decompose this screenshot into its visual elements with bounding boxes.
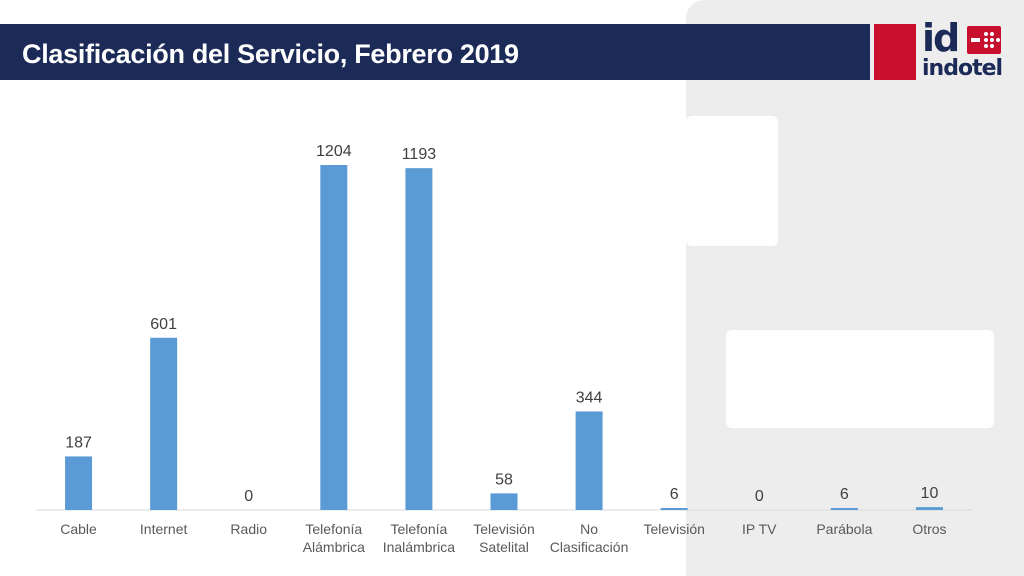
category-tick-label: Telefonía Inalámbrica — [383, 521, 456, 555]
logo-id-mark: id — [922, 16, 960, 60]
indotel-logo: id indotel — [922, 16, 1006, 86]
bar — [405, 168, 433, 511]
background-cutout-bottom — [726, 330, 994, 428]
category-tick-label: Radio — [230, 521, 267, 537]
bar — [320, 165, 348, 510]
category-tick-label: Cable — [60, 521, 97, 537]
data-label: 0 — [755, 488, 764, 505]
page-title: Clasificación del Servicio, Febrero 2019 — [22, 39, 519, 69]
data-label: 1193 — [402, 146, 437, 163]
data-label: 1204 — [316, 143, 352, 160]
data-label: 0 — [244, 488, 253, 505]
bar — [830, 508, 858, 510]
bar — [915, 507, 943, 510]
data-label: 10 — [921, 485, 939, 502]
category-tick-label: Otros — [912, 521, 946, 537]
data-label: 58 — [495, 471, 513, 488]
bar — [150, 337, 178, 510]
category-tick-label: Televisión Satelital — [473, 521, 534, 555]
bar — [575, 411, 603, 510]
category-tick-label: Telefonía Alámbrica — [303, 521, 365, 555]
data-label: 344 — [576, 389, 603, 406]
category-tick-label: Parábola — [816, 521, 872, 537]
bar — [65, 456, 93, 510]
logo-wordmark: indotel — [922, 56, 1003, 81]
category-tick-label: Internet — [140, 521, 188, 537]
category-tick-label: Televisión — [643, 521, 704, 537]
logo-red-block — [874, 24, 916, 80]
data-label: 187 — [65, 434, 92, 451]
background-panel-right — [686, 0, 1024, 576]
background-cutout-top — [686, 116, 778, 246]
category-tick-label: No Clasificación — [550, 521, 629, 555]
data-label: 6 — [670, 486, 679, 503]
data-label: 601 — [150, 316, 177, 333]
logo-grid-icon — [967, 26, 1001, 54]
bar — [490, 493, 518, 510]
bar — [660, 508, 688, 510]
data-label: 6 — [840, 486, 849, 503]
title-bar: Clasificación del Servicio, Febrero 2019 — [0, 24, 870, 80]
category-tick-label: IP TV — [742, 521, 777, 537]
